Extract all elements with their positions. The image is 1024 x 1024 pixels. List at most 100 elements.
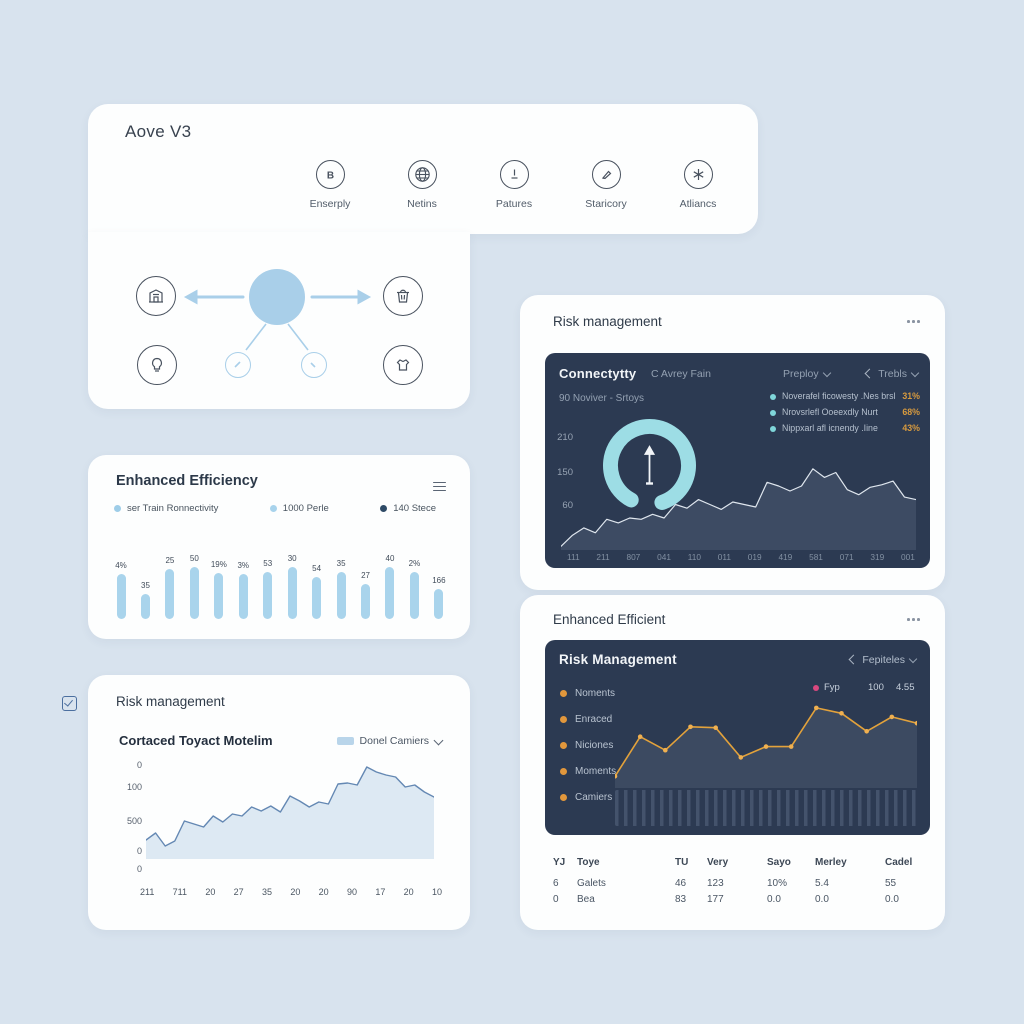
bar (287, 567, 297, 619)
legend-item: Nippxarl afl icnendy .Iine 43% (770, 423, 920, 434)
bar-value-label: 2% (408, 559, 421, 568)
panel-title: Connectytty (559, 366, 637, 381)
feature-label: Atliancs (679, 198, 717, 210)
metric-list-item: Niciones (560, 732, 616, 758)
svg-text:B: B (326, 171, 333, 182)
legend-label: Nippxarl afl icnendy .Iine (782, 422, 878, 433)
diagram-node-bulb[interactable] (137, 345, 177, 385)
legend-label: 1000 Perle (282, 503, 329, 514)
table-cell: 6 (553, 878, 559, 889)
diagram-node-trash[interactable] (383, 276, 423, 316)
chevron-left-icon (848, 654, 859, 665)
bar (263, 572, 273, 619)
feature-staricory[interactable]: Staricory (560, 160, 652, 210)
x-axis-label: 35 (262, 887, 273, 897)
more-menu-icon[interactable] (904, 618, 920, 621)
bar (336, 572, 346, 619)
x-axis-label: 211 (140, 887, 155, 897)
feature-patures[interactable]: Patures (468, 160, 560, 210)
diagram-node-shirt[interactable] (383, 345, 423, 385)
table-header-cell: Cadel (885, 857, 913, 868)
y-axis-label: 0 (136, 846, 142, 856)
orange-dot-icon (560, 741, 567, 749)
bar-value-label: 50 (189, 554, 199, 563)
bar-item: 50 (187, 554, 201, 619)
diagram-subnode-right[interactable] (301, 352, 327, 378)
x-axis-label: 110 (687, 552, 701, 562)
filter-label: Donel Camiers (359, 735, 429, 747)
y-axis-label: 500 (126, 816, 142, 826)
series-swatch (336, 737, 354, 745)
legend-item: Noverafel ficowesty .Nes brsl 31% (770, 391, 920, 402)
metric-list-item: Moments (560, 758, 616, 784)
table-header-cell: YJ (553, 857, 566, 868)
x-axis-label: 419 (778, 552, 793, 562)
bar-value-label: 27 (361, 571, 370, 580)
efficiency-title: Enhanced Efficiency (116, 473, 258, 489)
checkbox-icon[interactable] (62, 696, 77, 711)
asterisk-icon (683, 160, 713, 189)
menu-icon[interactable] (433, 479, 446, 494)
preploy-dropdown[interactable]: Preploy (783, 368, 831, 380)
diagram-connectors (183, 289, 372, 351)
metric-list-item: Noments (560, 680, 616, 706)
more-menu-icon[interactable] (904, 320, 920, 323)
table-cell: 5.4 (815, 878, 829, 889)
metric-list-item: Enraced (560, 706, 616, 732)
diagram-node-building[interactable] (136, 276, 176, 316)
diagram-hub-node[interactable] (249, 269, 305, 325)
feature-atliancs[interactable]: Atliancs (652, 160, 744, 210)
bar (409, 572, 419, 619)
series-filter-dropdown[interactable]: Donel Camiers (336, 735, 444, 747)
bar-value-label: 4% (115, 561, 127, 570)
legend-item: 140 Stece (380, 503, 436, 514)
stat-value-1: 100 (868, 682, 884, 693)
efficient-card-title: Enhanced Efficient (553, 612, 666, 627)
efficiency-legend: ser Train Ronnectivity 1000 Perle 140 Stec… (114, 503, 436, 514)
bar-item: 54 (310, 564, 324, 619)
connectivity-card: Risk management Connectytty C Avrey Fain… (520, 295, 945, 590)
chevron-left-icon (864, 368, 875, 379)
bar-item: 35 (334, 559, 348, 619)
legend-dot (269, 505, 277, 512)
diagram-subnode-left[interactable] (225, 352, 251, 378)
metric-label: Niciones (575, 739, 614, 751)
orange-line-svg (615, 705, 917, 788)
feature-netins[interactable]: Netins (376, 160, 468, 210)
efficiency-bar-chart: 4% 35 25 50 19% 3% 53 30 54 35 27 40 2% 166 (114, 537, 446, 619)
bar-item: 27 (359, 571, 373, 619)
bar-item: 30 (285, 554, 299, 619)
orange-dot-icon (560, 715, 567, 723)
risk-management-panel: Risk Management Fepiteles Noments Enraced… (545, 640, 930, 835)
trebls-dropdown[interactable]: Trebls (864, 368, 920, 380)
table-row: 0 Bea 83 177 0.0 0.0 0.0 (545, 894, 927, 910)
metric-label: Noments (575, 687, 616, 699)
bar-value-label: 30 (287, 554, 297, 563)
x-axis-label: 319 (870, 552, 885, 562)
x-axis-label: 111 (567, 552, 580, 562)
bar-value-label: 40 (385, 554, 395, 563)
platform-card-diagram (88, 232, 470, 409)
table-header-cell: Toye (577, 857, 600, 868)
fepiteles-dropdown[interactable]: Fepiteles (848, 654, 918, 666)
x-axis-label: 211 (596, 552, 610, 562)
legend-item: Nrovsrlefl Ooeexdly Nurt 68% (770, 407, 920, 418)
table-cell: 177 (707, 894, 724, 905)
panel-title: Risk Management (559, 652, 677, 667)
x-axis-label: 27 (233, 887, 244, 897)
connectivity-legend: Noverafel ficowesty .Nes brsl 31% Nrovsrle… (770, 391, 920, 439)
bar-item: 53 (261, 559, 275, 619)
building-icon (149, 289, 163, 303)
table-header-cell: Merley (815, 857, 847, 868)
bar-value-label: 3% (237, 561, 250, 570)
metric-label: Camiers (575, 791, 613, 803)
efficiency-card: Enhanced Efficiency ser Train Ronnectivi… (88, 455, 470, 639)
x-axis-label: 071 (839, 552, 854, 562)
bar (361, 584, 371, 619)
feature-enserply[interactable]: B Enserply (284, 160, 376, 210)
legend-value: 68% (902, 406, 920, 417)
feature-row: B Enserply Netins Patures Star (284, 160, 744, 210)
x-axis-label: 041 (657, 552, 671, 562)
stripe-pattern (615, 790, 917, 826)
table-row: 6 Galets 46 123 10% 5.4 55 (545, 878, 927, 894)
